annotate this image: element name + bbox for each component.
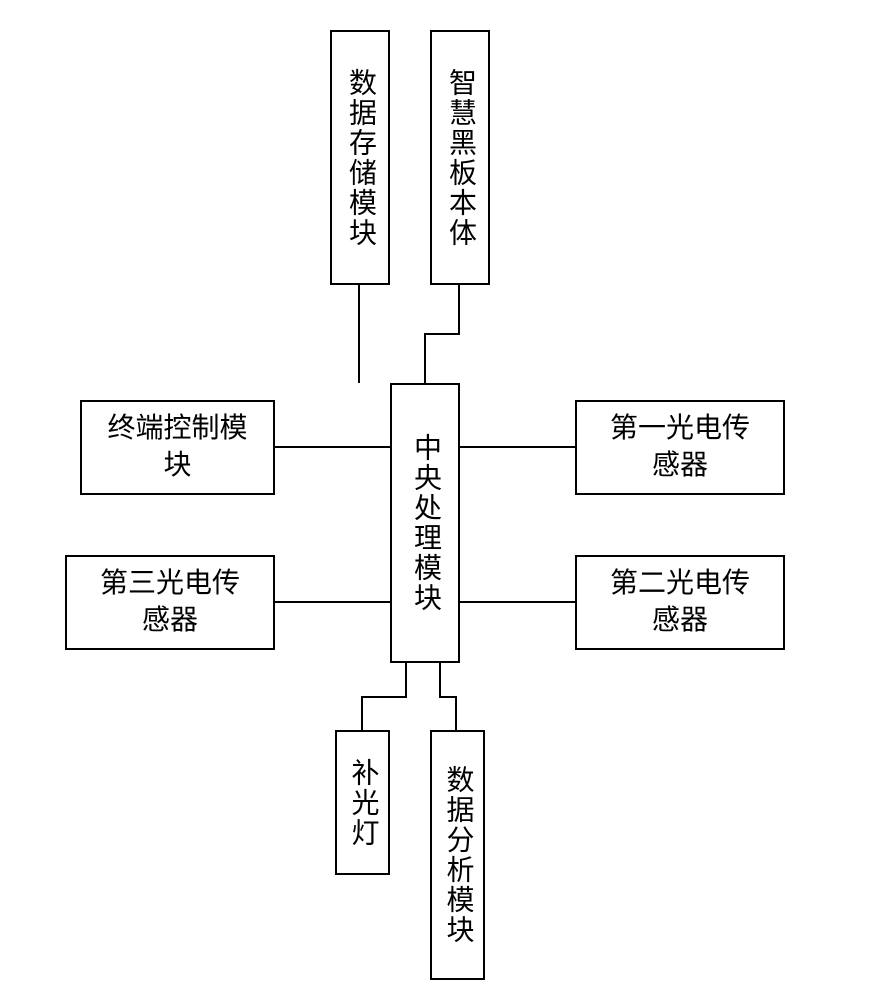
- node-left-upper-label: 终端控制模块: [104, 407, 252, 488]
- node-top-left: 数据存储模块: [330, 30, 390, 285]
- node-bottom-left: 补光灯: [335, 730, 390, 875]
- node-top-right-label: 智慧黑板本体: [440, 68, 480, 248]
- edge-topright-center-v2: [424, 333, 426, 383]
- edge-topleft-center: [358, 285, 360, 383]
- edge-bottomright-center-v1: [455, 696, 457, 730]
- edge-bottomleft-center-v2: [405, 663, 407, 698]
- node-right-lower: 第二光电传感器: [575, 555, 785, 650]
- edge-topright-center-v1: [458, 285, 460, 334]
- edge-bottomleft-center-v1: [361, 696, 363, 730]
- edge-leftlower-center: [275, 601, 390, 603]
- node-right-lower-label: 第二光电传感器: [596, 562, 764, 643]
- node-center-label: 中央处理模块: [405, 433, 445, 613]
- node-left-lower: 第三光电传感器: [65, 555, 275, 650]
- edge-bottomleft-center-h: [361, 696, 407, 698]
- node-right-upper: 第一光电传感器: [575, 400, 785, 495]
- diagram-canvas: 中央处理模块 数据存储模块 智慧黑板本体 终端控制模块 第三光电传感器 第一光电…: [0, 0, 875, 1000]
- node-left-lower-label: 第三光电传感器: [86, 562, 254, 643]
- edge-rightlower-center: [460, 601, 575, 603]
- edge-bottomright-center-h: [439, 696, 457, 698]
- node-top-left-label: 数据存储模块: [340, 68, 380, 248]
- edge-topright-center-h: [424, 333, 460, 335]
- node-center: 中央处理模块: [390, 383, 460, 663]
- edge-bottomright-center-v2: [439, 663, 441, 698]
- edge-leftupper-center: [275, 446, 390, 448]
- node-right-upper-label: 第一光电传感器: [596, 407, 764, 488]
- node-bottom-right-label: 数据分析模块: [438, 765, 478, 945]
- node-bottom-left-label: 补光灯: [343, 758, 383, 848]
- node-left-upper: 终端控制模块: [80, 400, 275, 495]
- edge-rightupper-center: [460, 446, 575, 448]
- node-top-right: 智慧黑板本体: [430, 30, 490, 285]
- node-bottom-right: 数据分析模块: [430, 730, 485, 980]
